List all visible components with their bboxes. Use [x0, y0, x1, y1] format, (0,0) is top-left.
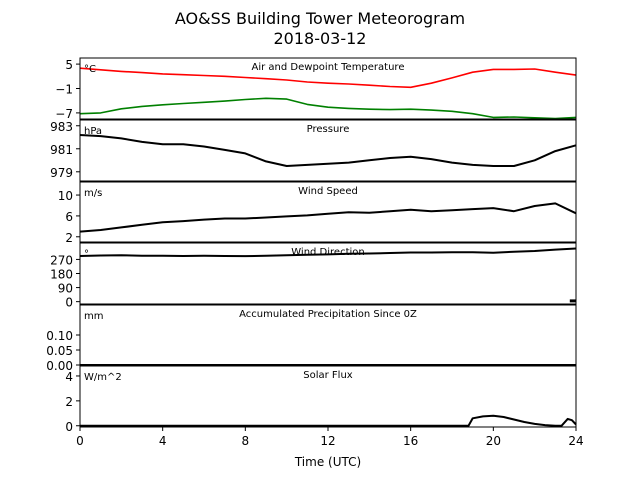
wind_direction-ytick-label-2: 90: [58, 282, 73, 296]
pressure-ytick-label-0: 983: [50, 120, 73, 134]
precipitation-ytick-label-2: 0.00: [46, 359, 73, 373]
panel-temperature: 5 −1 −7 °C Air and Dewpoint Temperature: [55, 57, 577, 121]
panel-precipitation: 0.100.050.00 mm Accumulated Precipitation …: [46, 304, 577, 373]
solar-title: Solar Flux: [303, 370, 353, 381]
temperature-title: Air and Dewpoint Temperature: [252, 62, 405, 73]
x-tick-label-4: 16: [403, 434, 418, 448]
x-tick-label-2: 8: [242, 434, 250, 448]
pressure-frame: [79, 119, 577, 182]
x-tick-label-5: 20: [486, 434, 501, 448]
wind_speed-ytick-label-2: 2: [65, 231, 73, 245]
temperature-unit-label: °C: [84, 64, 96, 75]
pressure-ytick-label-1: 981: [50, 143, 73, 157]
temperature-series-line-0: [79, 67, 577, 89]
wind_speed-title: Wind Speed: [298, 186, 358, 197]
solar-ytick-label-2: 0: [65, 420, 73, 434]
x-axis-label: Time (UTC): [294, 455, 361, 469]
pressure-ytick-label-2: 979: [50, 166, 73, 180]
wind_speed-series-line-0: [79, 202, 577, 233]
figure-title: AO&SS Building Tower Meteorogram: [175, 9, 465, 28]
wind_direction-title: Wind Direction: [291, 247, 365, 258]
x-tick-label-1: 4: [159, 434, 167, 448]
precipitation-unit-label: mm: [84, 311, 103, 322]
temperature-ytick-label-1: −1: [55, 83, 73, 97]
x-tick-label-6: 24: [568, 434, 583, 448]
figure-subtitle: 2018-03-12: [274, 29, 367, 48]
pressure-unit-label: hPa: [84, 126, 102, 137]
wind_direction-unit-label: °: [84, 249, 89, 260]
panel-wind_speed: 10 6 2 m/s Wind Speed: [58, 181, 577, 245]
panel-pressure: 983 981 979 hPa Pressure: [50, 119, 577, 182]
x-axis: 0 4 8 12 16 20 24: [76, 427, 584, 448]
precipitation-ytick-label-1: 0.05: [46, 344, 73, 358]
panels: 5−1−7°C Air and Dewpoint Temperature98398…: [46, 57, 577, 434]
precipitation-title: Accumulated Precipitation Since 0Z: [239, 309, 417, 320]
pressure-series-line-0: [79, 134, 577, 167]
wind_speed-ytick-label-0: 10: [58, 189, 73, 203]
wind_speed-ytick-label-1: 6: [65, 210, 73, 224]
temperature-ytick-label-2: −7: [55, 107, 73, 121]
wind_direction-ytick-label-1: 180: [50, 268, 73, 282]
panel-solar: 4 2 0 W/m^2 Solar Flux: [65, 365, 577, 434]
wind_direction-ytick-label-0: 270: [50, 253, 73, 267]
solar-unit-label: W/m^2: [84, 372, 122, 383]
wind_speed-unit-label: m/s: [84, 188, 102, 199]
solar-series-line-0: [80, 414, 577, 427]
precipitation-ytick-label-0: 0.10: [46, 329, 73, 343]
solar-ytick-label-1: 2: [65, 395, 73, 409]
temperature-ytick-label-0: 5: [65, 58, 73, 72]
x-tick-label-3: 12: [320, 434, 335, 448]
temperature-series-line-1: [79, 97, 577, 120]
wind_direction-ytick-label-3: 0: [65, 296, 73, 310]
pressure-title: Pressure: [307, 124, 350, 135]
wind_speed-frame: [79, 181, 577, 243]
wind_direction-series-line-0: [79, 247, 577, 258]
x-tick-label-0: 0: [76, 434, 84, 448]
solar-ytick-label-0: 4: [65, 370, 73, 384]
